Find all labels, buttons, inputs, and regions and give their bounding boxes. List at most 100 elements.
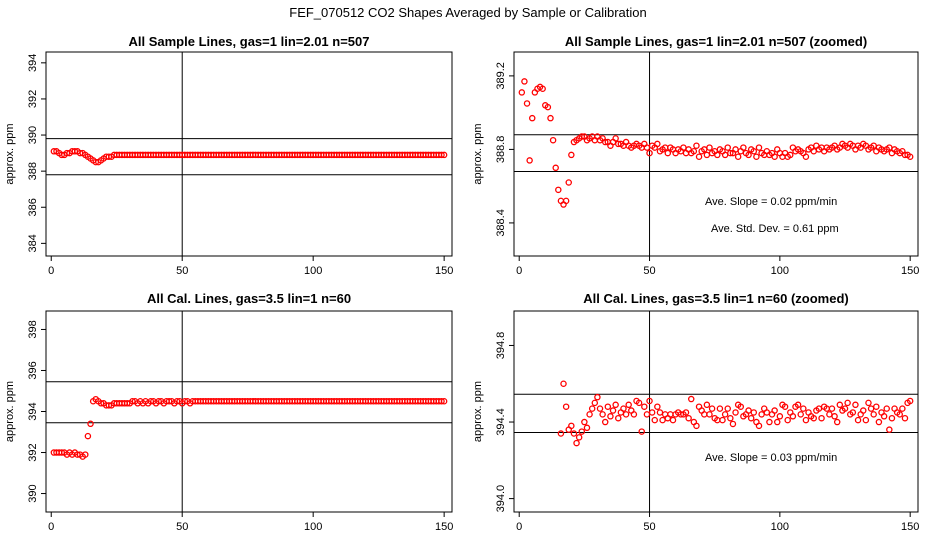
data-point	[539, 85, 546, 93]
data-point	[58, 449, 65, 456]
data-point	[906, 153, 914, 161]
data-point	[568, 422, 575, 430]
data-point	[831, 413, 838, 420]
data-point	[740, 144, 747, 151]
data-point	[787, 151, 794, 159]
data-point	[181, 397, 189, 405]
data-point	[797, 411, 804, 418]
y-tick-label: 398	[27, 320, 39, 338]
data-point	[562, 403, 570, 410]
data-point	[693, 422, 700, 430]
data-point	[573, 439, 580, 447]
data-point	[880, 413, 888, 420]
data-point	[753, 153, 760, 161]
x-tick-label: 50	[176, 521, 188, 533]
data-point	[771, 407, 778, 414]
data-point	[82, 451, 89, 458]
plot-frame	[45, 310, 453, 513]
data-point	[867, 405, 875, 412]
data-point	[604, 403, 612, 410]
data-point	[523, 100, 531, 107]
data-point	[747, 414, 755, 422]
y-tick-label: 392	[27, 443, 39, 461]
data-point	[575, 434, 583, 441]
x-tick-label: 100	[304, 521, 322, 533]
data-point	[609, 407, 617, 414]
data-point	[521, 78, 528, 85]
data-point	[440, 151, 448, 159]
data-point	[716, 405, 724, 412]
data-point	[591, 399, 599, 407]
main-title: FEF_070512 CO2 Shapes Averaged by Sample…	[289, 5, 647, 20]
data-point	[646, 397, 653, 405]
data-point	[659, 416, 666, 424]
data-point	[562, 197, 570, 205]
data-point	[557, 430, 565, 437]
data-point	[732, 409, 739, 416]
data-point	[97, 400, 105, 407]
data-point	[755, 422, 763, 430]
data-point	[570, 430, 578, 437]
data-point	[724, 144, 731, 151]
data-point	[651, 416, 658, 424]
data-point	[721, 411, 729, 418]
data-point	[586, 411, 593, 418]
data-point	[755, 144, 763, 151]
data-point	[687, 395, 695, 403]
annotation-text: Ave. Std. Dev. = 0.61 ppm	[711, 223, 839, 235]
x-tick-label: 150	[435, 265, 453, 277]
plot-frame	[45, 51, 453, 257]
data-point	[565, 179, 572, 186]
data-point	[852, 401, 859, 409]
data-point	[826, 411, 833, 418]
data-point	[836, 401, 844, 409]
data-point	[745, 407, 752, 414]
y-tick-label: 392	[27, 90, 39, 108]
panel-title: All Sample Lines, gas=1 lin=2.01 n=507 (…	[565, 34, 867, 49]
x-tick-label: 0	[516, 521, 522, 533]
data-point	[901, 414, 909, 422]
data-point	[612, 401, 619, 409]
y-axis-label: approx. ppm	[4, 123, 16, 184]
data-point	[518, 89, 526, 96]
data-point	[896, 411, 904, 418]
data-point	[664, 149, 672, 157]
data-point	[526, 157, 533, 164]
data-point	[727, 149, 734, 157]
annotation-text: Ave. Slope = 0.02 ppm/min	[705, 196, 837, 208]
data-point	[883, 405, 890, 412]
data-point	[601, 418, 609, 426]
data-point	[588, 405, 596, 412]
y-tick-label: 388.4	[495, 209, 507, 237]
data-point	[648, 409, 656, 416]
data-point	[844, 399, 851, 407]
data-point	[818, 414, 825, 422]
data-point	[643, 411, 651, 418]
data-point	[560, 380, 567, 387]
y-axis-label: approx. ppm	[4, 381, 16, 442]
data-point	[599, 411, 606, 418]
x-tick-label: 100	[771, 521, 789, 533]
data-point	[703, 151, 711, 159]
data-point	[594, 393, 601, 401]
data-point	[729, 420, 737, 428]
x-tick-label: 150	[901, 521, 919, 533]
panel-title: All Sample Lines, gas=1 lin=2.01 n=507	[129, 34, 370, 49]
y-tick-label: 386	[27, 198, 39, 216]
data-point	[528, 114, 536, 122]
data-point	[438, 397, 445, 405]
data-point	[581, 418, 588, 426]
data-point	[165, 397, 173, 405]
plot-frame	[513, 310, 919, 513]
y-tick-label: 388	[27, 162, 39, 180]
data-point	[802, 416, 810, 424]
data-point	[438, 151, 445, 159]
x-tick-label: 50	[643, 265, 655, 277]
x-tick-label: 100	[304, 265, 322, 277]
data-point	[781, 403, 789, 410]
data-point	[654, 403, 661, 410]
data-point	[669, 416, 677, 424]
data-point	[695, 153, 703, 161]
data-point	[758, 411, 765, 418]
